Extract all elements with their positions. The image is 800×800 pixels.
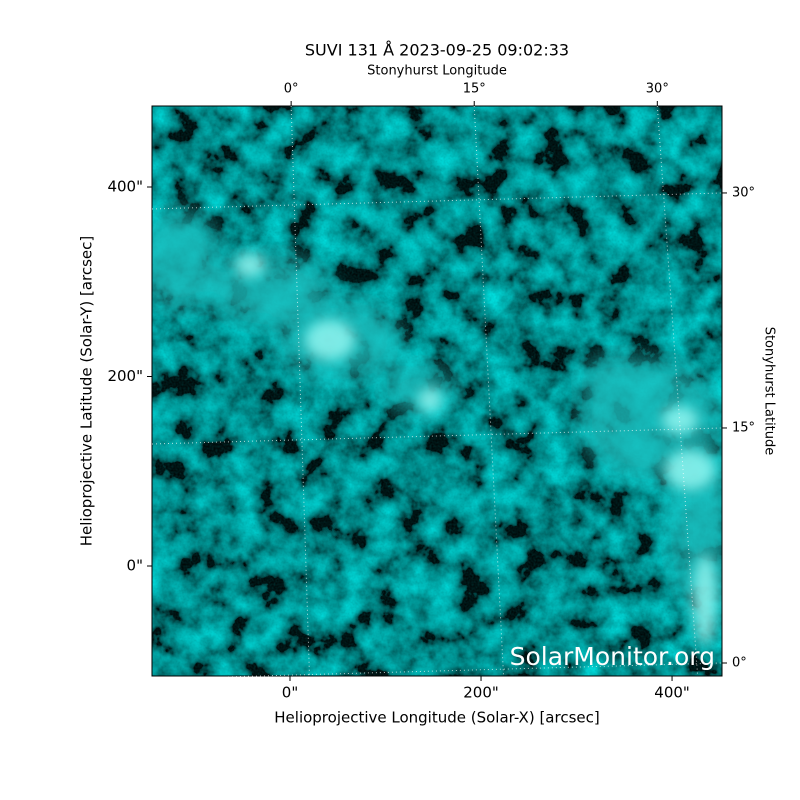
solar-image <box>152 106 722 676</box>
x2-tick-label: 30° <box>646 82 669 97</box>
y-tick-label: 200" <box>107 367 143 385</box>
y2-tick-label: 0° <box>732 655 747 670</box>
y2-tick-label: 15° <box>732 420 755 435</box>
y-tick-label: 0" <box>127 556 143 574</box>
chart-title: SUVI 131 Å 2023-09-25 09:02:33 <box>305 41 569 60</box>
plot-frame <box>151 105 723 677</box>
x-axis-label: Helioprojective Longitude (Solar-X) [arc… <box>274 709 599 727</box>
y-axis-label: Helioprojective Latitude (Solar-Y) [arcs… <box>78 236 96 546</box>
x-tick-label: 400" <box>654 684 690 702</box>
y-tick-label: 400" <box>107 178 143 196</box>
x-tick-label: 200" <box>463 684 499 702</box>
x-tick-label: 0" <box>282 684 298 702</box>
watermark: SolarMonitor.org <box>510 642 715 671</box>
y2-tick-label: 30° <box>732 185 755 200</box>
grid-line <box>656 105 699 677</box>
x2-tick-label: 0° <box>284 82 299 97</box>
y2-axis-label: Stonyhurst Latitude <box>762 327 777 456</box>
x2-tick-label: 15° <box>463 82 486 97</box>
x2-axis-label: Stonyhurst Longitude <box>367 64 507 79</box>
